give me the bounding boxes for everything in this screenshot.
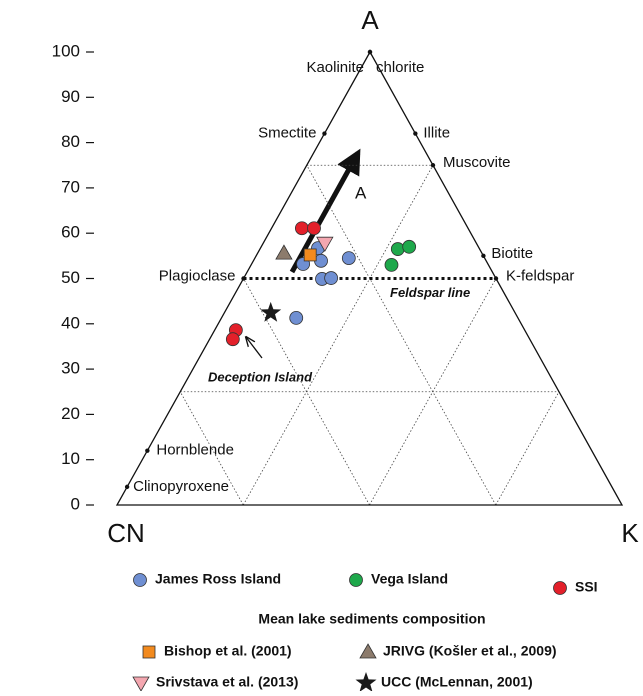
legend-marker bbox=[132, 676, 150, 692]
legend-label: Vega Island bbox=[371, 571, 448, 587]
legend-marker bbox=[142, 645, 156, 659]
y-tick-label: 10 bbox=[61, 449, 80, 468]
legend-label: UCC (McLennan, 2001) bbox=[381, 674, 533, 690]
legend-label: James Ross Island bbox=[155, 571, 281, 587]
y-tick-label: 90 bbox=[61, 87, 80, 106]
data-point bbox=[303, 248, 317, 262]
data-point bbox=[316, 236, 334, 252]
data-point bbox=[289, 311, 304, 325]
y-tick-label: 20 bbox=[61, 404, 80, 423]
mineral-point bbox=[124, 484, 130, 490]
vertex-label: K bbox=[621, 518, 639, 548]
legend-label: JRIVG (Košler et al., 2009) bbox=[383, 643, 557, 659]
y-tick-label: 60 bbox=[61, 223, 80, 242]
mineral-label: Hornblende bbox=[156, 442, 234, 459]
mineral-label: Biotite bbox=[491, 245, 533, 262]
trend-arrow bbox=[289, 148, 361, 274]
data-point bbox=[324, 271, 339, 285]
mineral-label: Smectite bbox=[258, 125, 316, 142]
vertex-label: CN bbox=[107, 518, 145, 548]
mineral-label: K-feldspar bbox=[506, 267, 574, 284]
mineral-point bbox=[322, 131, 327, 136]
mineral-label: Plagioclase bbox=[159, 267, 236, 284]
data-point bbox=[260, 301, 282, 322]
data-point bbox=[225, 332, 240, 347]
grid-line-k bbox=[242, 165, 434, 506]
mineral-point bbox=[481, 253, 486, 259]
vertex-label: A bbox=[361, 5, 379, 35]
legend-label: Srivstava et al. (2013) bbox=[156, 674, 298, 690]
legend-marker bbox=[553, 581, 567, 595]
legend-marker bbox=[359, 643, 377, 659]
mineral-point bbox=[241, 276, 246, 281]
data-point bbox=[307, 221, 321, 236]
data-point bbox=[384, 258, 399, 272]
annotation: A bbox=[355, 183, 367, 202]
mineral-point bbox=[493, 276, 499, 281]
y-tick-label: 70 bbox=[61, 177, 80, 196]
y-tick-label: 30 bbox=[61, 359, 80, 378]
legend-marker bbox=[133, 573, 147, 587]
mineral-point bbox=[413, 131, 418, 136]
data-point bbox=[390, 242, 405, 256]
mineral-label: chlorite bbox=[376, 59, 424, 76]
grid-line-cn bbox=[243, 278, 370, 506]
mineral-point bbox=[367, 49, 373, 55]
mineral-label: Kaolinite bbox=[306, 59, 364, 76]
mineral-point bbox=[430, 163, 436, 168]
y-tick-label: 0 bbox=[71, 494, 80, 513]
annotation: Deception Island bbox=[208, 369, 313, 384]
mineral-label: Muscovite bbox=[443, 154, 511, 171]
y-tick-label: 50 bbox=[61, 268, 80, 287]
mineral-point bbox=[145, 448, 150, 453]
y-tick-label: 100 bbox=[52, 41, 80, 60]
data-point bbox=[402, 239, 417, 254]
feldspar-label: Feldspar line bbox=[390, 285, 470, 300]
legend-label: SSI bbox=[575, 579, 598, 595]
data-point bbox=[294, 221, 309, 236]
y-tick-label: 40 bbox=[61, 313, 80, 332]
data-point bbox=[275, 244, 293, 260]
legend-marker bbox=[349, 573, 363, 587]
grid-line-cn bbox=[179, 391, 244, 506]
legend-marker bbox=[355, 672, 377, 692]
grid-line-k bbox=[369, 278, 497, 506]
grid-line-cn bbox=[306, 165, 497, 506]
data-point bbox=[341, 251, 356, 266]
pointer-arrow bbox=[246, 337, 263, 359]
y-tick-label: 80 bbox=[61, 132, 80, 151]
mineral-label: Clinopyroxene bbox=[133, 478, 229, 495]
grid-line-k bbox=[495, 391, 560, 506]
mineral-label: Illite bbox=[423, 125, 450, 142]
legend-title: Mean lake sediments composition bbox=[258, 611, 485, 627]
legend-label: Bishop et al. (2001) bbox=[164, 643, 292, 659]
